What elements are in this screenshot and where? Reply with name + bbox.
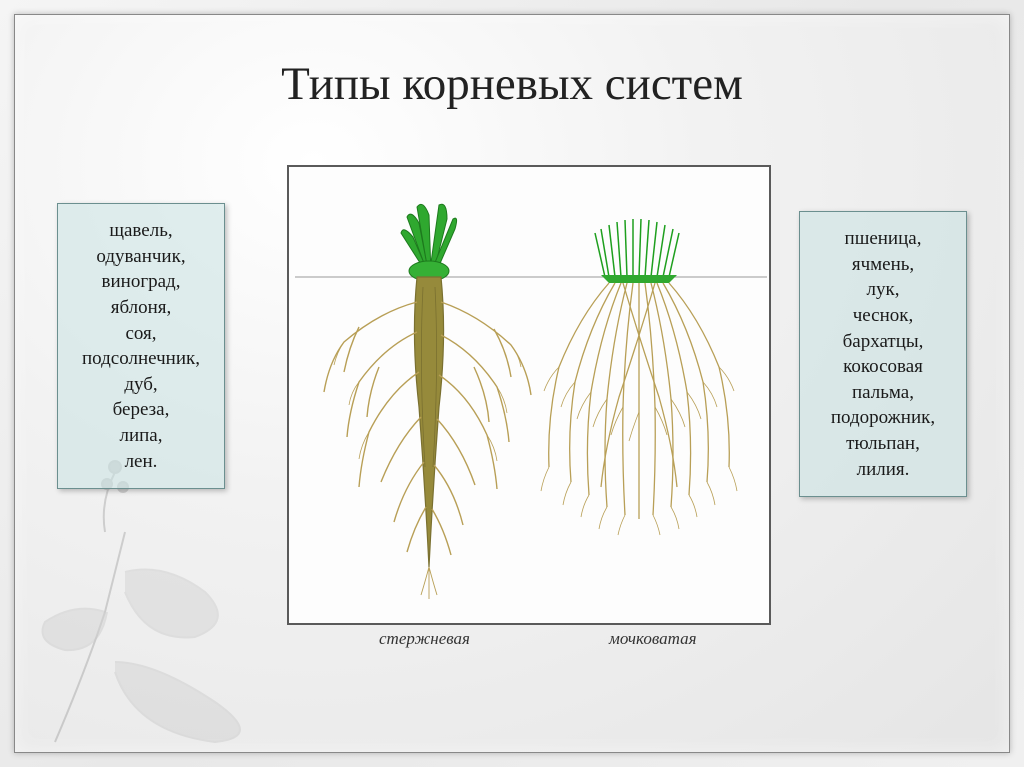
list-item: подорожник, xyxy=(810,405,956,431)
list-item: пшеница, xyxy=(810,226,956,252)
fibrous-caption: мочковатая xyxy=(609,629,696,649)
taproot-illustration xyxy=(324,204,531,599)
list-item: соя, xyxy=(68,321,214,347)
list-item: кокосовая xyxy=(810,354,956,380)
list-item: подсолнечник, xyxy=(68,346,214,372)
fibrous-examples-box: пшеница, ячмень, лук, чеснок, бархатцы, … xyxy=(799,211,967,497)
taproot-caption: стержневая xyxy=(379,629,470,649)
list-item: пальма, xyxy=(810,380,956,406)
list-item: дуб, xyxy=(68,372,214,398)
fibrous-illustration xyxy=(541,219,737,535)
list-item: лилия. xyxy=(810,457,956,483)
list-item: лен. xyxy=(68,449,214,475)
list-item: яблоня, xyxy=(68,295,214,321)
list-item: бархатцы, xyxy=(810,329,956,355)
slide-title: Типы корневых систем xyxy=(15,57,1009,111)
list-item: липа, xyxy=(68,423,214,449)
slide-frame: Типы корневых систем щавель, одуванчик, … xyxy=(14,14,1010,753)
list-item: одуванчик, xyxy=(68,244,214,270)
list-item: виноград, xyxy=(68,269,214,295)
list-item: береза, xyxy=(68,397,214,423)
root-systems-svg xyxy=(289,167,773,627)
list-item: ячмень, xyxy=(810,252,956,278)
list-item: чеснок, xyxy=(810,303,956,329)
list-item: щавель, xyxy=(68,218,214,244)
list-item: тюльпан, xyxy=(810,431,956,457)
taproot-examples-box: щавель, одуванчик, виноград, яблоня, соя… xyxy=(57,203,225,489)
list-item: лук, xyxy=(810,277,956,303)
root-diagram-panel: стержневая мочковатая xyxy=(287,165,771,625)
